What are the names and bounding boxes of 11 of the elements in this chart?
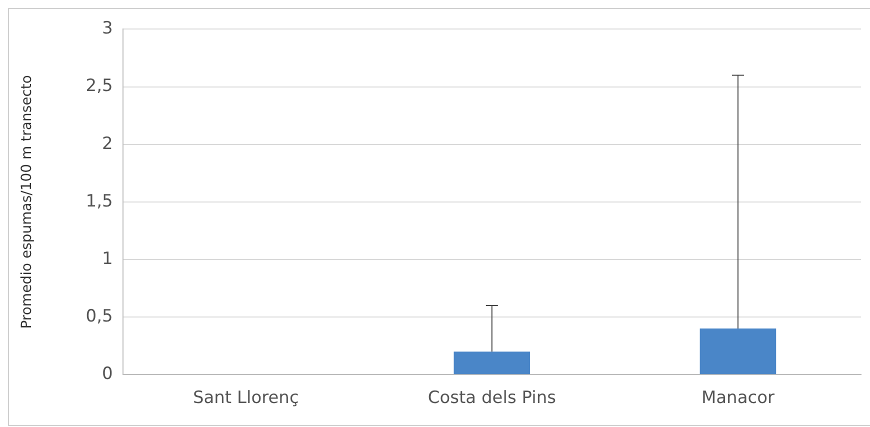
y-tick-label: 1,5 [86,191,113,212]
x-tick-label: Manacor [701,388,774,408]
y-tick-label: 0 [102,364,113,384]
x-tick-label: Sant Llorenç [192,388,299,408]
y-tick-label: 2 [102,134,113,154]
y-tick-label: 2,5 [86,76,113,96]
y-axis-title: Promedio espumas/100 m transecto [19,75,36,329]
y-tick-label: 1 [102,248,113,269]
y-tick-label: 3 [102,18,113,39]
x-tick-label: Costa dels Pins [428,388,556,408]
y-tick-label: 0,5 [86,306,113,326]
